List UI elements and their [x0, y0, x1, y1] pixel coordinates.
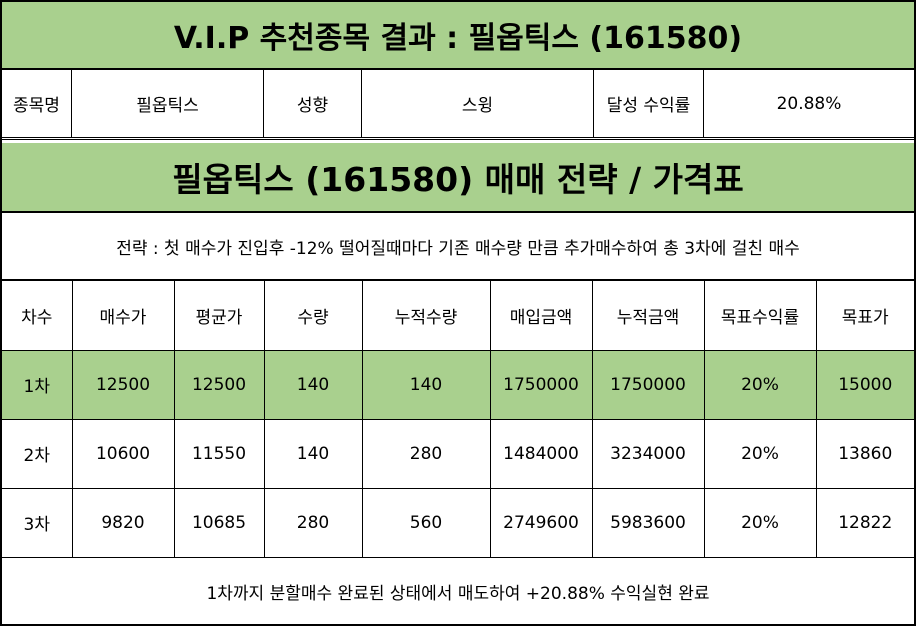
table-cell: 280: [263, 487, 363, 558]
header-quantity: 수량: [263, 281, 363, 351]
header-buy-price: 매수가: [71, 281, 175, 351]
table-cell: 15000: [815, 349, 914, 420]
table-cell: 3차: [2, 487, 73, 558]
strategy-title: 필옵틱스 (161580) 매매 전략 / 가격표: [2, 143, 914, 213]
table-cell: 20%: [703, 418, 817, 489]
yield-value: 20.88%: [776, 93, 842, 114]
table-cell: 10600: [71, 418, 175, 489]
table-cell: 5983600: [591, 487, 705, 558]
table-cell: 2차: [2, 418, 73, 489]
table-cell: 20%: [703, 487, 817, 558]
table-cell: 1차: [2, 349, 73, 420]
table-row: 3차 9820 10685 280 560 2749600 5983600 20…: [2, 487, 914, 558]
trade-type-label: 성향: [264, 70, 362, 137]
table-cell: 280: [361, 418, 491, 489]
table-cell: 140: [263, 418, 363, 489]
table-cell: 140: [263, 349, 363, 420]
stock-name-label: 종목명: [2, 70, 72, 137]
table-cell: 12500: [173, 349, 265, 420]
yield-label: 달성 수익률: [594, 70, 704, 137]
page-title: V.I.P 추천종목 결과 : 필옵틱스 (161580): [2, 2, 914, 70]
table-cell: 12500: [71, 349, 175, 420]
table-cell: 1750000: [489, 349, 593, 420]
strategy-description: 전략 : 첫 매수가 진입후 -12% 떨어질때마다 기존 매수량 만큼 추가매…: [2, 213, 914, 281]
table-cell: 1750000: [591, 349, 705, 420]
table-cell: 13860: [815, 418, 914, 489]
header-target-price: 목표가: [815, 281, 914, 351]
header-avg-price: 평균가: [173, 281, 265, 351]
table-row: 1차 12500 12500 140 140 1750000 1750000 2…: [2, 349, 914, 420]
stock-info-row: 종목명 필옵틱스 성향 스윙 달성 수익률 20.88%: [2, 70, 914, 140]
header-cum-quantity: 누적수량: [361, 281, 491, 351]
header-cum-amount: 누적금액: [591, 281, 705, 351]
result-summary: 1차까지 분할매수 완료된 상태에서 매도하여 +20.88% 수익실현 완료: [2, 557, 914, 624]
table-cell: 1484000: [489, 418, 593, 489]
table-cell: 12822: [815, 487, 914, 558]
table-cell: 20%: [703, 349, 817, 420]
table-cell: 10685: [173, 487, 265, 558]
table-cell: 560: [361, 487, 491, 558]
header-round: 차수: [2, 281, 73, 351]
stock-name-value: 필옵틱스: [72, 70, 264, 137]
table-header-row: 차수 매수가 평균가 수량 누적수량 매입금액 누적금액 목표수익률 목표가: [2, 281, 914, 351]
header-target-yield: 목표수익률: [703, 281, 817, 351]
table-cell: 9820: [71, 487, 175, 558]
table-cell: 3234000: [591, 418, 705, 489]
table-row: 2차 10600 11550 140 280 1484000 3234000 2…: [2, 418, 914, 489]
table-cell: 11550: [173, 418, 265, 489]
price-table: 차수 매수가 평균가 수량 누적수량 매입금액 누적금액 목표수익률 목표가 1…: [2, 281, 914, 558]
table-cell: 2749600: [489, 487, 593, 558]
trade-type-value: 스윙: [362, 70, 594, 137]
table-cell: 140: [361, 349, 491, 420]
header-buy-amount: 매입금액: [489, 281, 593, 351]
